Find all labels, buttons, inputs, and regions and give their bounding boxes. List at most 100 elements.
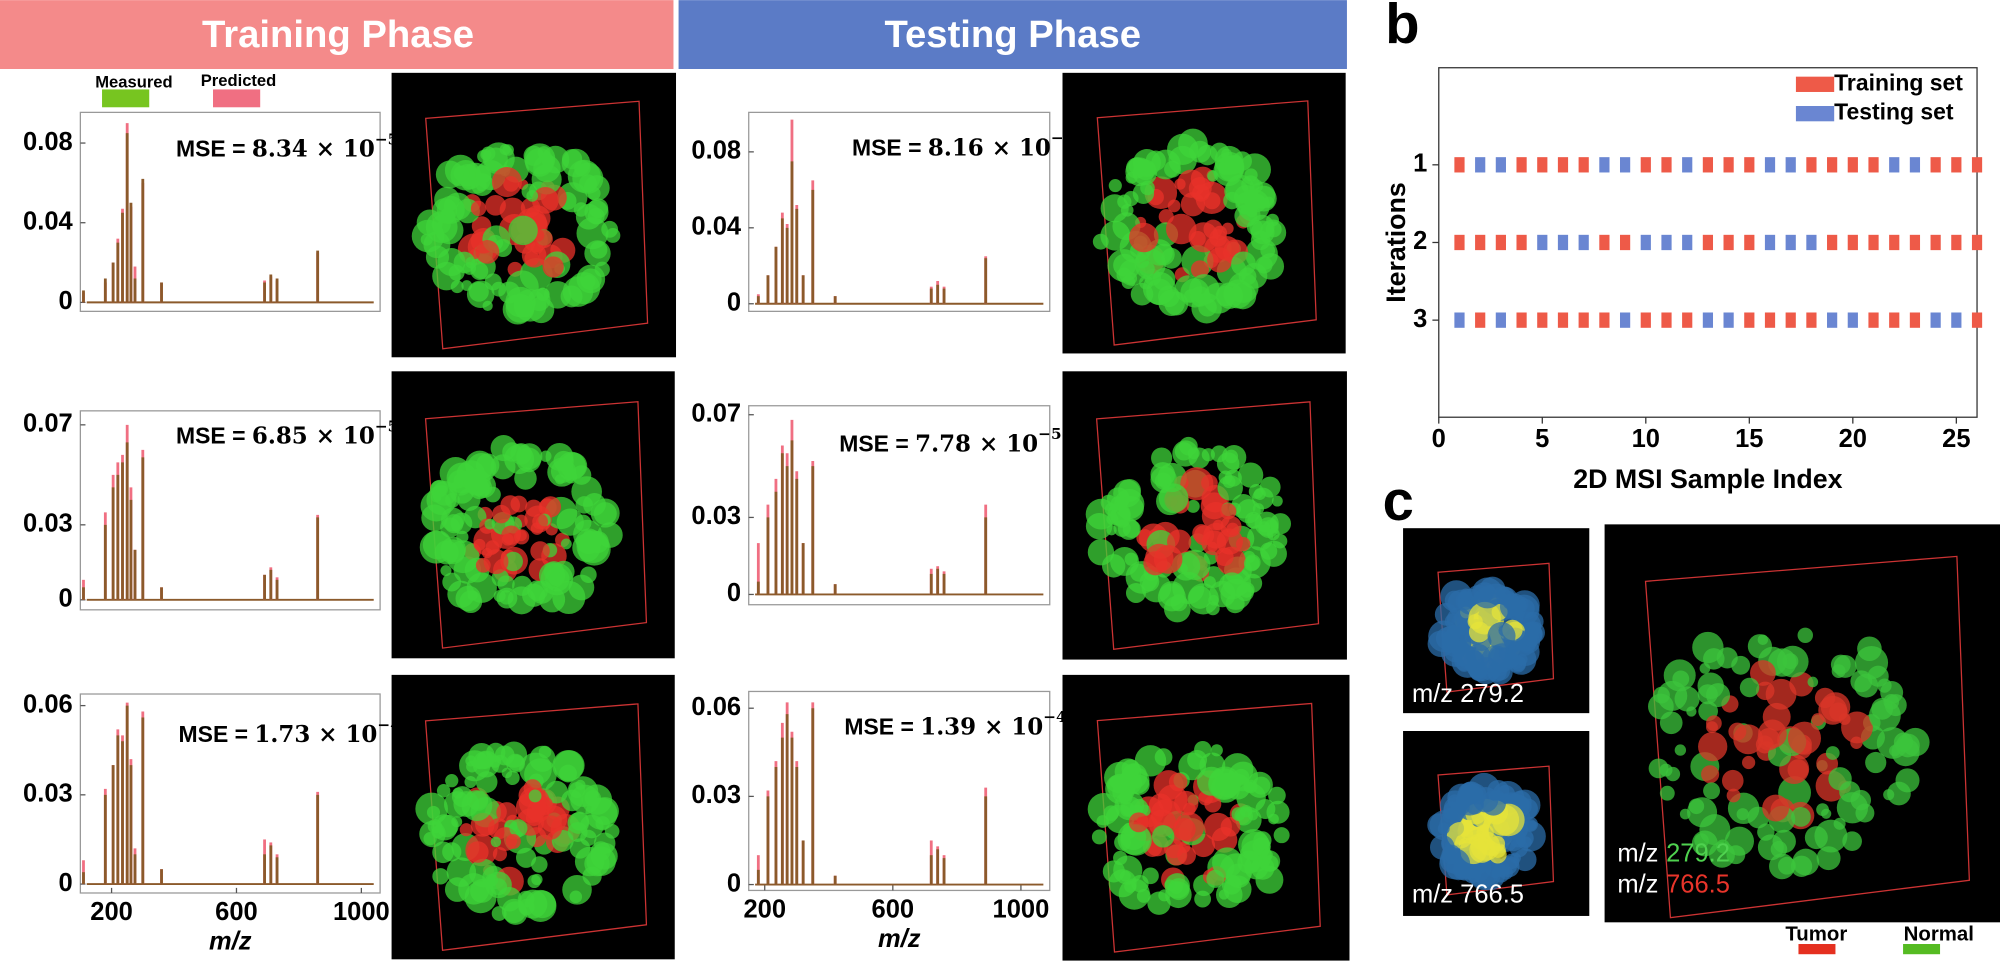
header-bar [678,0,1347,70]
tissue-blob [1694,833,1709,848]
tissue-blob [1726,788,1741,803]
tissue-blob [1857,636,1882,662]
label-prefix: m/z [1617,870,1658,898]
sample-marker [1682,157,1693,173]
mse-label: MSE = [844,714,913,740]
mse-value: 6.85 × 10 [252,423,375,450]
tissue-blob [1147,891,1171,915]
sample-marker [1909,157,1921,173]
y-axis-label: Iterations [1381,182,1411,302]
tissue-blob [1267,527,1280,541]
tissue-blob [1821,808,1832,819]
tissue-blob [1455,787,1484,816]
tissue-blob [1167,199,1181,213]
tissue-blob [1151,825,1175,848]
tissue-blob [1659,785,1675,801]
tissue-blob [494,745,515,766]
label-value: 766.5 [1666,870,1730,898]
mse-exponent: −5 [375,417,398,435]
tissue-blob [435,160,464,189]
tissue-blob [491,167,522,198]
sample-marker [1578,234,1589,251]
tissue-blob [467,590,478,601]
x-tick-label: 1000 [333,898,390,926]
tissue-blob [1128,812,1149,833]
tissue-blob [1203,812,1233,842]
tissue-blob [1770,840,1788,858]
y-tick-label: 0 [727,579,741,607]
y-tick-label: 1 [1413,150,1427,178]
sample-marker [1516,234,1527,251]
tissue-blob [579,174,598,193]
y-tick-label: 0.03 [691,502,741,530]
sample-marker [1785,234,1796,251]
y-tick-label: 2 [1413,227,1427,255]
tissue-blob [473,526,503,556]
sample-marker [1868,312,1879,328]
bounding-box [424,401,648,649]
tissue-blob [1428,620,1460,653]
y-tick-label: 0.03 [23,510,73,538]
tissue-blob [1188,585,1212,609]
tissue-blob [1231,807,1246,822]
tissue-blob [1789,672,1814,697]
tissue-blob [1172,440,1199,467]
tissue-blob [1113,850,1128,866]
tissue-blob [1260,540,1287,567]
tissue-blob [560,538,572,550]
tissue-blob [484,518,496,530]
tissue-blob [531,856,548,873]
tissue-blob [502,294,533,325]
tissue-blob [485,194,506,216]
plot-frame [748,405,1051,606]
image-label: m/z 279.2 [1412,680,1524,708]
tissue-blob [1244,168,1258,182]
tissue-blob [455,585,482,612]
tissue-blob [541,145,570,174]
tissue-blob [1762,702,1791,731]
tissue-blob [1087,793,1120,826]
sample-marker [1868,157,1879,173]
tissue-blob [1792,848,1820,876]
tissue-blob [451,816,463,828]
tissue-blob [1850,736,1863,749]
tissue-blob [1220,503,1237,520]
sample-marker [1578,312,1589,328]
sample-marker [1578,157,1589,173]
tissue-blob [1142,867,1159,885]
header-title: Testing Phase [885,13,1142,56]
tissue-blob [1257,253,1285,280]
sample-marker [1764,234,1776,251]
tissue-blob [1721,769,1744,792]
mse-annotation: MSE = 1.73 × 10−4 [179,716,402,748]
mse-value: 7.78 × 10 [915,430,1038,457]
tissue-blob [442,572,462,592]
sample-marker [1889,157,1900,173]
sample-marker [1723,157,1734,173]
tissue-blob [1437,822,1450,835]
mse-exponent: −4 [1043,708,1067,726]
tissue-blob [1488,845,1507,864]
x-axis-label: m/z [209,927,252,955]
tissue-blob [1883,789,1895,801]
sample-marker [1930,312,1941,328]
sample-marker [1723,234,1734,251]
sample-marker [1661,312,1672,328]
tissue-blob [1153,545,1183,574]
tissue-blob [514,529,530,545]
tissue-blob [1130,282,1154,306]
tissue-blob [423,231,451,259]
legend-label: Measured [95,72,172,91]
mse-value: 8.34 × 10 [252,136,375,163]
tissue-blob [1124,880,1137,893]
legend-label: Testing set [1834,99,1954,125]
tissue-blob [1741,755,1756,770]
tissue-blob [1733,724,1764,755]
tissue-blob [1807,676,1819,688]
tissue-blob [582,492,606,516]
tissue-blob [1865,751,1887,774]
sample-marker [1495,234,1506,251]
sample-marker [1475,157,1486,173]
sample-marker [1682,312,1693,328]
